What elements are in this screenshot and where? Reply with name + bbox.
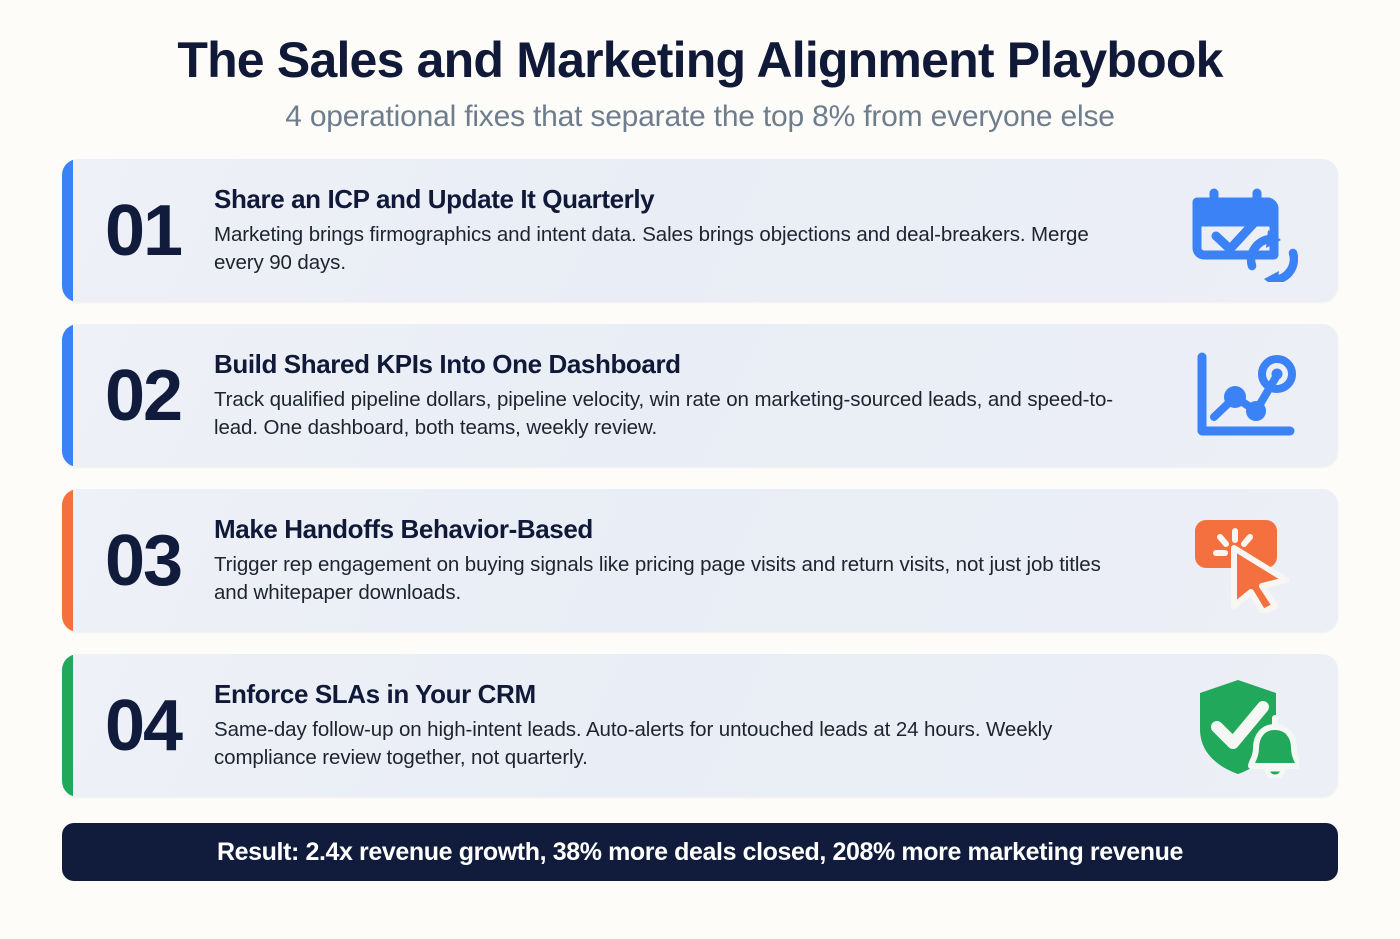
card-description: Marketing brings firmographics and inten… (214, 222, 1089, 274)
card-title: Enforce SLAs in Your CRM (214, 678, 536, 709)
card-body: Share an ICP and Update It Quarterly Mar… (214, 183, 1168, 276)
card-list: 01 Share an ICP and Update It Quarterly … (0, 159, 1400, 797)
card-item: 01 Share an ICP and Update It Quarterly … (62, 159, 1338, 302)
page-subtitle: 4 operational fixes that separate the to… (285, 100, 1115, 133)
click-cursor-icon (1168, 501, 1318, 621)
header: The Sales and Marketing Alignment Playbo… (0, 0, 1400, 133)
page-title: The Sales and Marketing Alignment Playbo… (177, 32, 1223, 88)
card-description: Same-day follow-up on high-intent leads.… (214, 717, 1053, 769)
card-accent-bar (62, 324, 73, 467)
shield-check-bell-icon (1168, 666, 1318, 786)
card-item: 02 Build Shared KPIs Into One Dashboard … (62, 324, 1338, 467)
card-number: 04 (104, 685, 183, 766)
card-body: Build Shared KPIs Into One Dashboard Tra… (214, 348, 1168, 441)
card-item: 03 Make Handoffs Behavior-Based Trigger … (62, 489, 1338, 632)
result-banner: Result: 2.4x revenue growth, 38% more de… (62, 823, 1338, 881)
card-title: Share an ICP and Update It Quarterly (214, 183, 655, 214)
card-accent-bar (62, 654, 73, 797)
card-number: 03 (104, 520, 183, 601)
card-item: 04 Enforce SLAs in Your CRM Same-day fol… (62, 654, 1338, 797)
card-number: 02 (104, 355, 183, 436)
card-description: Trigger rep engagement on buying signals… (214, 552, 1101, 604)
card-body: Make Handoffs Behavior-Based Trigger rep… (214, 513, 1168, 606)
calendar-sync-icon (1168, 171, 1318, 291)
card-description: Track qualified pipeline dollars, pipeli… (214, 387, 1114, 439)
result-banner-text: Result: 2.4x revenue growth, 38% more de… (216, 837, 1184, 866)
card-title: Make Handoffs Behavior-Based (214, 513, 593, 544)
card-body: Enforce SLAs in Your CRM Same-day follow… (214, 678, 1168, 771)
line-chart-icon (1168, 336, 1318, 456)
card-accent-bar (62, 159, 73, 302)
card-title: Build Shared KPIs Into One Dashboard (214, 348, 681, 379)
card-accent-bar (62, 489, 73, 632)
card-number: 01 (104, 190, 183, 271)
